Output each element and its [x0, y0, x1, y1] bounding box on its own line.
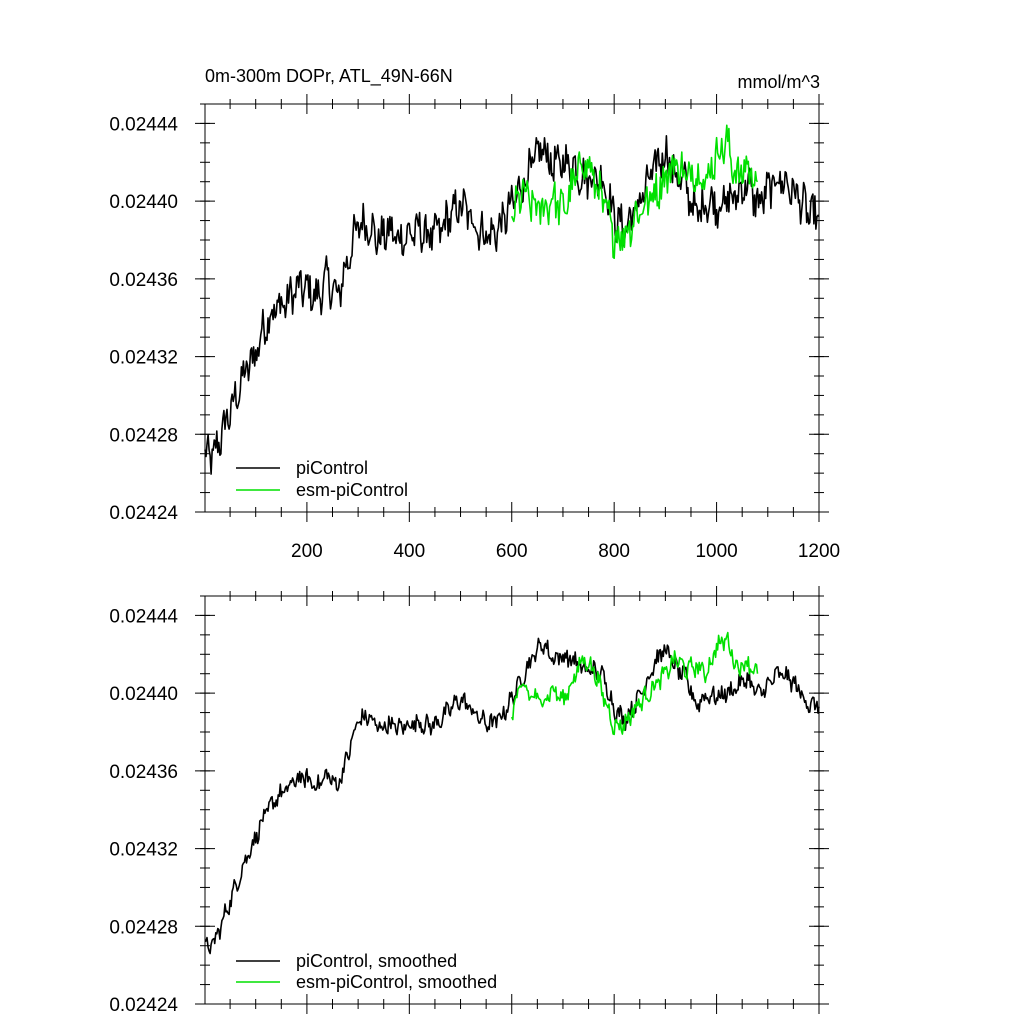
x-tick-label: 1200	[798, 541, 840, 562]
y-tick-label: 0.02432	[109, 840, 178, 861]
bottom-y-tick-labels: 0.02424 0.02428 0.02432 0.02436 0.02440 …	[109, 606, 178, 1016]
y-tick-label: 0.02424	[109, 503, 178, 524]
x-tick-label: 200	[291, 541, 323, 562]
legend-label: esm-piControl, smoothed	[296, 972, 497, 992]
y-tick-label: 0.02428	[109, 425, 178, 446]
bottom-legend: piControl, smoothed esm-piControl, smoot…	[236, 951, 497, 992]
legend-label: piControl	[296, 458, 368, 478]
y-tick-label: 0.02444	[109, 606, 178, 627]
top-x-tick-labels: 200 400 600 800 1000 1200	[291, 541, 840, 562]
y-tick-label: 0.02444	[109, 114, 178, 135]
series-line-picontrol-smoothed	[204, 637, 820, 955]
series-line-esm-picontrol-smoothed	[510, 631, 759, 736]
x-tick-label: 1000	[695, 541, 737, 562]
top-y-tick-labels: 0.02424 0.02428 0.02432 0.02436 0.02440 …	[109, 114, 178, 524]
units-label: mmol/m^3	[738, 72, 820, 92]
y-tick-label: 0.02440	[109, 684, 178, 705]
top-plot-frame	[204, 103, 820, 513]
top-panel: 0.02424 0.02428 0.02432 0.02436 0.02440 …	[109, 94, 840, 562]
bottom-plot-frame	[204, 595, 820, 1005]
x-tick-label: 400	[393, 541, 425, 562]
y-tick-label: 0.02436	[109, 270, 178, 291]
y-tick-label: 0.02424	[109, 995, 178, 1016]
y-tick-label: 0.02440	[109, 192, 178, 213]
legend-label: esm-piControl	[296, 480, 408, 500]
top-legend: piControl esm-piControl	[236, 458, 408, 500]
legend-label: piControl, smoothed	[296, 951, 457, 971]
series-line-esm-picontrol	[510, 124, 759, 259]
series-line-picontrol	[204, 135, 820, 475]
x-tick-label: 800	[598, 541, 630, 562]
chart-title: 0m-300m DOPr, ATL_49N-66N	[205, 66, 453, 87]
top-ticks	[195, 94, 829, 522]
y-tick-label: 0.02436	[109, 762, 178, 783]
bottom-ticks	[195, 586, 829, 1014]
y-tick-label: 0.02428	[109, 917, 178, 938]
x-tick-label: 600	[496, 541, 528, 562]
bottom-panel: 0.02424 0.02428 0.02432 0.02436 0.02440 …	[109, 586, 829, 1016]
y-tick-label: 0.02432	[109, 348, 178, 369]
